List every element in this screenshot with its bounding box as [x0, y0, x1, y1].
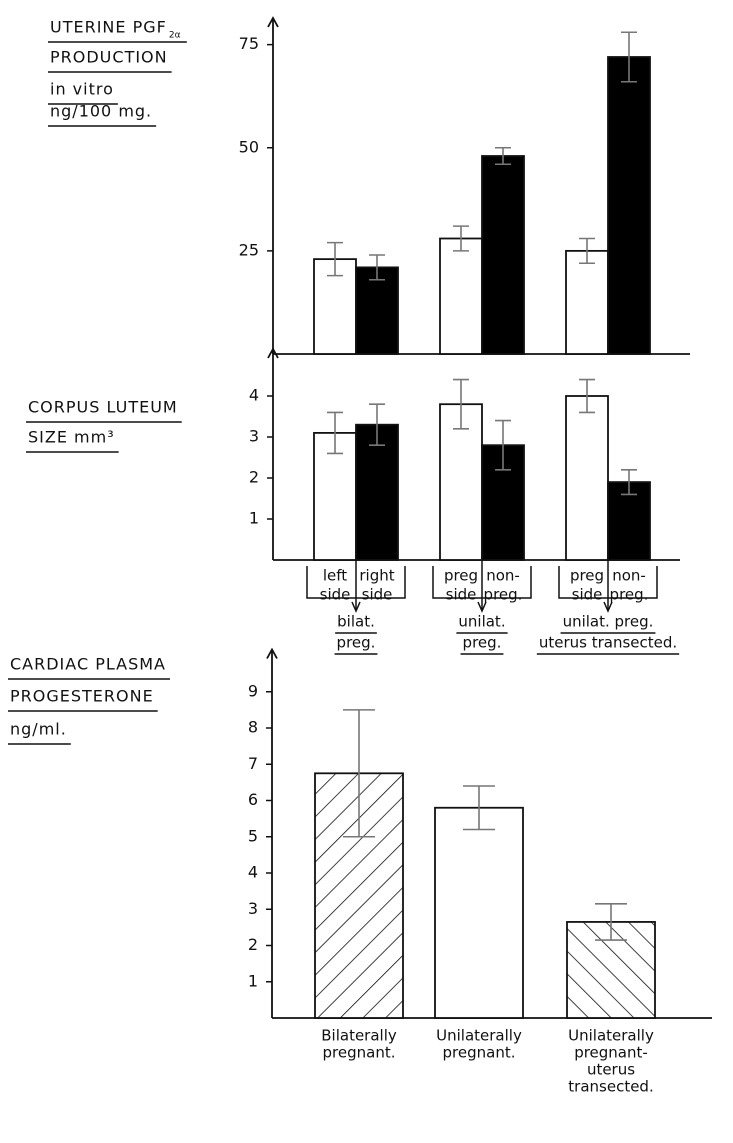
bar: [439, 237, 483, 355]
axis-arrow: [267, 16, 279, 28]
bar: [565, 249, 609, 355]
x-tick-label: uterus: [587, 1061, 635, 1079]
x-tick-label: pregnant.: [443, 1044, 516, 1062]
y-tick-label: 2: [249, 468, 259, 487]
bar: [355, 423, 399, 561]
y-label-subscript: 2α: [169, 31, 181, 41]
y-label: CORPUS LUTEUM: [28, 398, 178, 417]
error-bar: [369, 403, 385, 446]
x-tick-label: side: [446, 586, 477, 604]
group-label: unilat. preg.: [563, 613, 654, 631]
x-tick-label: right: [359, 567, 394, 585]
error-bar: [579, 237, 595, 265]
y-tick-label: 5: [248, 826, 258, 845]
error-bar: [579, 378, 595, 414]
x-tick-label: preg.: [610, 586, 649, 604]
bar: [607, 56, 651, 355]
y-label: CARDIAC PLASMA: [10, 655, 166, 674]
error-bar: [369, 254, 385, 281]
group-label: preg.: [337, 634, 376, 652]
x-tick-label: pregnant-: [574, 1044, 648, 1062]
x-tick-label: Unilaterally: [568, 1027, 654, 1045]
y-tick-label: 7: [248, 754, 258, 773]
error-bar: [621, 469, 637, 496]
x-tick-label: preg: [570, 567, 604, 585]
error-bar: [495, 419, 511, 471]
y-tick-label: 4: [248, 863, 258, 882]
y-label: SIZE mm³: [28, 428, 115, 447]
error-bar: [453, 225, 469, 252]
y-label: ng/100 mg.: [50, 102, 152, 121]
error-bar: [595, 903, 627, 941]
y-label: PROGESTERONE: [10, 687, 154, 706]
group-label: uterus transected.: [539, 634, 677, 652]
y-tick-label: 1: [248, 971, 258, 990]
group-arrow: [477, 601, 487, 613]
group-arrow: [351, 601, 361, 613]
x-tick-label: side: [320, 586, 351, 604]
x-tick-label: Bilaterally: [321, 1027, 397, 1045]
x-tick-label: non-: [612, 567, 646, 585]
x-tick-label: transected.: [568, 1078, 653, 1096]
y-tick-label: 3: [249, 427, 259, 446]
error-bar: [327, 411, 343, 455]
y-tick-label: 2: [248, 935, 258, 954]
x-tick-label: side: [572, 586, 603, 604]
x-tick-label: left: [323, 567, 347, 585]
x-tick-label: pregnant.: [323, 1044, 396, 1062]
y-tick-label: 25: [239, 240, 259, 259]
y-tick-label: 75: [239, 34, 259, 53]
x-tick-label: preg: [444, 567, 478, 585]
group-label: preg.: [463, 634, 502, 652]
x-tick-label: non-: [486, 567, 520, 585]
bar: [434, 806, 524, 1019]
y-tick-label: 8: [248, 718, 258, 737]
axis-arrow: [266, 647, 278, 659]
y-label: PRODUCTION: [50, 48, 168, 67]
error-bar: [495, 146, 511, 166]
y-label: in vitro: [50, 80, 114, 99]
y-tick-label: 6: [248, 790, 258, 809]
bar: [481, 155, 525, 355]
group-label: bilat.: [337, 613, 375, 631]
axis-arrow: [267, 347, 279, 359]
error-bar: [343, 709, 375, 838]
y-tick-label: 1: [249, 509, 259, 528]
group-label: unilat.: [458, 613, 505, 631]
y-label: UTERINE PGF: [50, 18, 167, 37]
bar: [565, 395, 609, 561]
group-arrow: [603, 601, 613, 613]
y-tick-label: 9: [248, 681, 258, 700]
x-tick-label: side: [362, 586, 393, 604]
error-bar: [453, 378, 469, 430]
x-tick-label: preg.: [484, 586, 523, 604]
y-tick-label: 50: [239, 137, 259, 156]
error-bar: [463, 785, 495, 831]
error-bar: [621, 31, 637, 83]
x-tick-label: Unilaterally: [436, 1027, 522, 1045]
bar: [355, 266, 399, 355]
error-bar: [327, 241, 343, 277]
bar: [439, 403, 483, 561]
y-label: ng/ml.: [10, 720, 67, 739]
y-tick-label: 4: [249, 386, 259, 405]
y-tick-label: 3: [248, 899, 258, 918]
